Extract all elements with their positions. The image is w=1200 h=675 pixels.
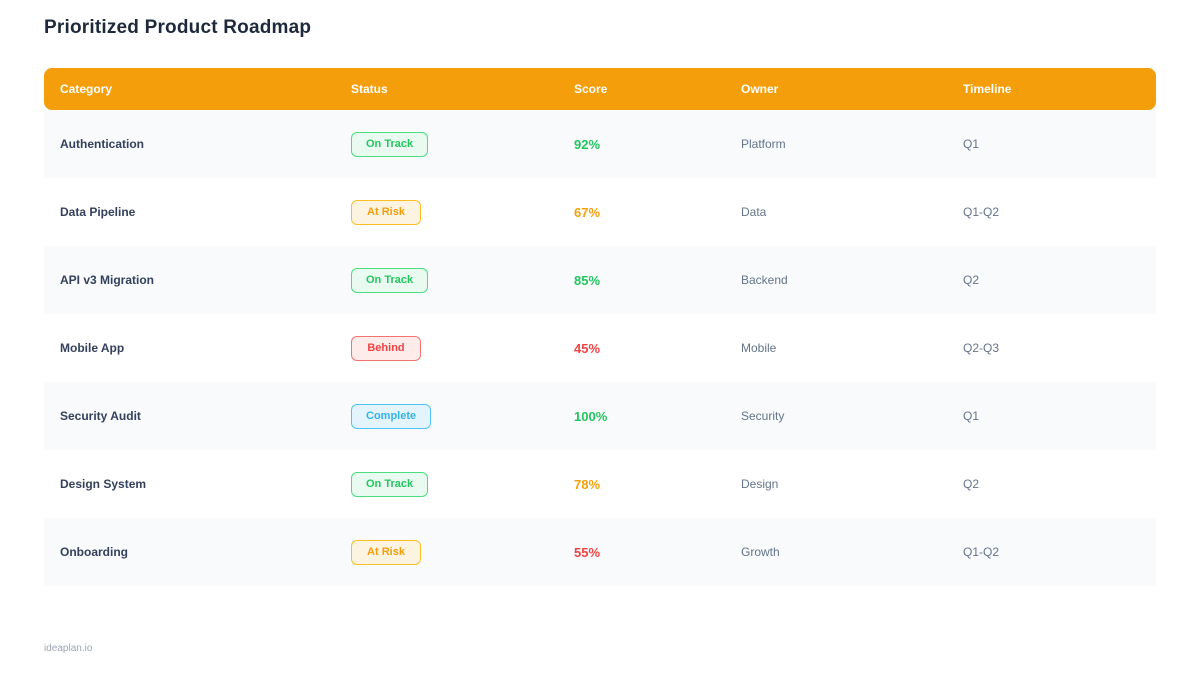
- status-badge: On Track: [351, 131, 429, 157]
- cell-score: 85%: [574, 272, 601, 288]
- cell-status: On Track: [335, 267, 558, 293]
- cell-timeline: Q1: [963, 137, 980, 151]
- column-header-category: Category: [60, 82, 113, 96]
- table-body: Authentication On Track 92% Platform Q1 Data …: [44, 110, 1156, 586]
- cell-status: At Risk: [335, 539, 558, 565]
- cell-score: 55%: [574, 544, 601, 560]
- cell-owner: Platform: [741, 137, 786, 151]
- cell-category: API v3 Migration: [60, 273, 155, 287]
- cell-timeline: Q1-Q2: [963, 205, 1000, 219]
- cell-status: Complete: [335, 403, 558, 429]
- status-badge: Behind: [351, 335, 421, 361]
- column-header-status: Status: [351, 82, 388, 96]
- cell-status: On Track: [335, 471, 558, 497]
- cell-status: At Risk: [335, 199, 558, 225]
- cell-status: On Track: [335, 131, 558, 157]
- status-badge: On Track: [351, 267, 429, 293]
- table-row: Onboarding At Risk 55% Growth Q1-Q2: [44, 518, 1156, 586]
- page-title: Prioritized Product Roadmap: [44, 17, 312, 38]
- table-row: Security Audit Complete 100% Security Q1: [44, 382, 1156, 450]
- table-row: Design System On Track 78% Design Q2: [44, 450, 1156, 518]
- status-badge: At Risk: [351, 199, 421, 225]
- table-row: Mobile App Behind 45% Mobile Q2-Q3: [44, 314, 1156, 382]
- roadmap-table: Category Status Score Owner Timeline Authent…: [44, 68, 1156, 586]
- column-header-score: Score: [574, 82, 608, 96]
- cell-status: Behind: [335, 335, 558, 361]
- cell-category: Data Pipeline: [60, 205, 136, 219]
- cell-owner: Design: [741, 477, 779, 491]
- footer-brand: ideaplan.io: [44, 643, 93, 654]
- cell-category: Design System: [60, 477, 147, 491]
- cell-score: 78%: [574, 476, 601, 492]
- cell-score: 67%: [574, 204, 601, 220]
- cell-timeline: Q2: [963, 273, 980, 287]
- status-badge: On Track: [351, 471, 429, 497]
- table-header-row: Category Status Score Owner Timeline: [44, 68, 1156, 110]
- cell-score: 100%: [574, 408, 608, 424]
- cell-timeline: Q1-Q2: [963, 545, 1000, 559]
- cell-category: Onboarding: [60, 545, 128, 559]
- cell-timeline: Q2: [963, 477, 980, 491]
- table-row: API v3 Migration On Track 85% Backend Q2: [44, 246, 1156, 314]
- cell-score: 92%: [574, 136, 601, 152]
- cell-owner: Mobile: [741, 341, 777, 355]
- cell-owner: Data: [741, 205, 767, 219]
- table-row: Data Pipeline At Risk 67% Data Q1-Q2: [44, 178, 1156, 246]
- cell-category: Security Audit: [60, 409, 141, 423]
- cell-timeline: Q2-Q3: [963, 341, 1000, 355]
- column-header-timeline: Timeline: [963, 82, 1012, 96]
- cell-category: Authentication: [60, 137, 144, 151]
- cell-owner: Backend: [741, 273, 788, 287]
- column-header-owner: Owner: [741, 82, 779, 96]
- cell-category: Mobile App: [60, 341, 125, 355]
- status-badge: At Risk: [351, 539, 421, 565]
- table-row: Authentication On Track 92% Platform Q1: [44, 110, 1156, 178]
- status-badge: Complete: [351, 403, 432, 429]
- cell-score: 45%: [574, 340, 601, 356]
- cell-owner: Security: [741, 409, 785, 423]
- cell-owner: Growth: [741, 545, 780, 559]
- cell-timeline: Q1: [963, 409, 980, 423]
